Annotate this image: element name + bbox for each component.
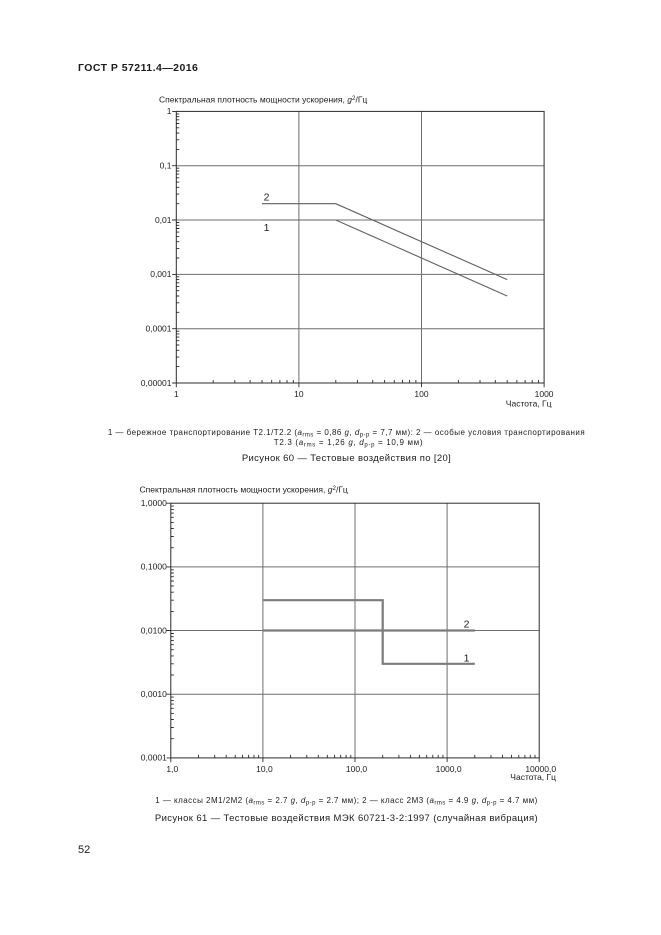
svg-text:1: 1 bbox=[174, 389, 179, 399]
svg-text:1,0: 1,0 bbox=[166, 764, 178, 774]
svg-text:100,0: 100,0 bbox=[346, 764, 368, 774]
svg-text:0,0100: 0,0100 bbox=[141, 625, 167, 635]
svg-text:10000,0: 10000,0 bbox=[525, 764, 556, 774]
svg-text:1: 1 bbox=[264, 222, 270, 234]
svg-text:1000: 1000 bbox=[535, 389, 554, 399]
svg-text:0,0010: 0,0010 bbox=[141, 689, 167, 699]
svg-text:Частота, Гц: Частота, Гц bbox=[510, 772, 556, 782]
svg-text:2: 2 bbox=[464, 619, 470, 631]
svg-text:1,0000: 1,0000 bbox=[141, 498, 167, 508]
svg-text:1: 1 bbox=[167, 106, 172, 116]
svg-text:0,001: 0,001 bbox=[150, 269, 172, 279]
svg-text:0,0001: 0,0001 bbox=[141, 753, 167, 763]
svg-text:100: 100 bbox=[414, 389, 428, 399]
svg-text:0,01: 0,01 bbox=[155, 215, 172, 225]
svg-text:2: 2 bbox=[264, 192, 270, 204]
svg-text:0,1: 0,1 bbox=[160, 161, 172, 171]
svg-text:10: 10 bbox=[294, 389, 304, 399]
svg-text:0,0001: 0,0001 bbox=[146, 324, 172, 334]
svg-text:0,1000: 0,1000 bbox=[141, 562, 167, 572]
svg-text:0,00001: 0,00001 bbox=[141, 378, 172, 388]
svg-text:1000,0: 1000,0 bbox=[436, 764, 462, 774]
svg-text:1: 1 bbox=[464, 653, 470, 665]
svg-text:Спектральная плотность мощност: Спектральная плотность мощности ускорени… bbox=[159, 95, 367, 105]
svg-text:10,0: 10,0 bbox=[256, 764, 273, 774]
svg-text:Частота, Гц: Частота, Гц bbox=[506, 398, 552, 408]
svg-text:Спектральная плотность мощност: Спектральная плотность мощности ускорени… bbox=[140, 484, 348, 494]
